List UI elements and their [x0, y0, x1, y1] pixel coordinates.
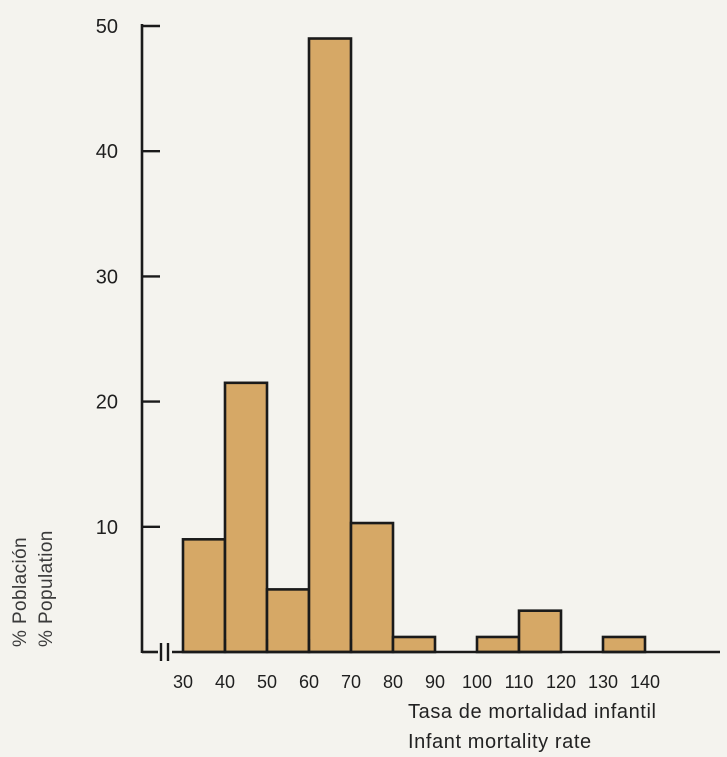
x-axis-label: Tasa de mortalidad infantil Infant morta…	[408, 697, 657, 757]
x-tick-label-120: 120	[546, 672, 576, 692]
x-tick-label-110: 110	[505, 672, 534, 692]
x-tick-label-140: 140	[630, 672, 660, 692]
x-ticks-group: 30 40 50 60 70 80 90 100 110 120 130 140	[173, 639, 660, 692]
bar-60-70	[307, 37, 353, 654]
y-axis-label-en: % Population	[36, 530, 57, 647]
bar-30-40	[181, 538, 227, 654]
x-axis-label-es: Tasa de mortalidad infantil	[408, 701, 657, 723]
y-tick-label-20: 20	[96, 392, 118, 414]
bar-50-60	[265, 588, 311, 654]
x-tick-label-100: 100	[462, 672, 492, 692]
x-tick-label-40: 40	[215, 672, 235, 692]
x-tick-label-30: 30	[173, 672, 193, 692]
x-tick-label-90: 90	[425, 672, 445, 692]
x-axis-label-en: Infant mortality rate	[408, 731, 592, 753]
x-tick-label-130: 130	[588, 672, 618, 692]
y-tick-label-40: 40	[96, 141, 118, 163]
bar-40-50	[223, 381, 269, 654]
axes-group	[140, 24, 720, 661]
x-tick-label-70: 70	[341, 672, 361, 692]
x-tick-label-80: 80	[383, 672, 403, 692]
bar-70-80	[349, 521, 395, 654]
bar-80-90	[391, 635, 437, 654]
bar-110-120	[517, 609, 563, 654]
y-ticks-group: 10 20 30 40 50	[96, 16, 160, 539]
bar-100-110	[475, 635, 521, 654]
y-axis-label-es: % Población	[10, 536, 31, 647]
y-tick-label-50: 50	[96, 16, 118, 38]
bar-130-140	[601, 635, 647, 654]
y-axis-label: % Población % Population	[8, 387, 78, 647]
x-tick-label-50: 50	[257, 672, 277, 692]
y-tick-label-10: 10	[96, 517, 118, 539]
y-tick-label-30: 30	[96, 266, 118, 288]
bars-group	[181, 37, 647, 654]
x-tick-label-60: 60	[299, 672, 319, 692]
